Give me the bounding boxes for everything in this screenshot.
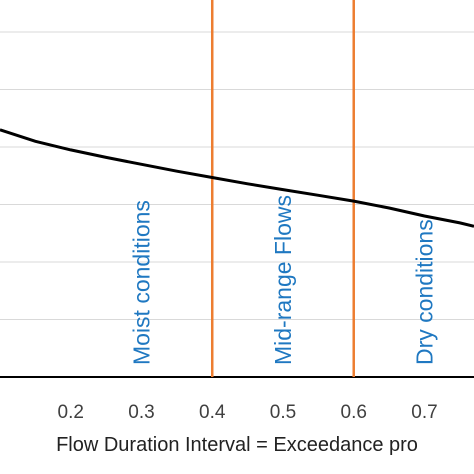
x-tick-label: 0.3 xyxy=(128,402,154,423)
gridlines xyxy=(0,31,474,320)
x-tick-label: 0.5 xyxy=(270,402,296,423)
x-tick-label: 0.6 xyxy=(341,402,367,423)
x-tick-label: 0.2 xyxy=(58,402,84,423)
zone-label: Dry conditions xyxy=(412,219,438,365)
zone-labels: Moist conditions Mid-range Flows Dry condi… xyxy=(129,195,438,365)
zone-label: Moist conditions xyxy=(129,200,155,365)
series-group xyxy=(0,128,474,228)
x-tick-labels: 0.2 0.3 0.4 0.5 0.6 0.7 xyxy=(58,402,438,423)
condition-boundaries xyxy=(210,0,355,377)
flow-duration-curve xyxy=(0,128,474,228)
x-tick-label: 0.7 xyxy=(411,402,437,423)
x-axis-label: Flow Duration Interval = Exceedance pro xyxy=(56,434,418,456)
x-tick-label: 0.4 xyxy=(199,402,226,423)
zone-label: Mid-range Flows xyxy=(270,195,296,365)
